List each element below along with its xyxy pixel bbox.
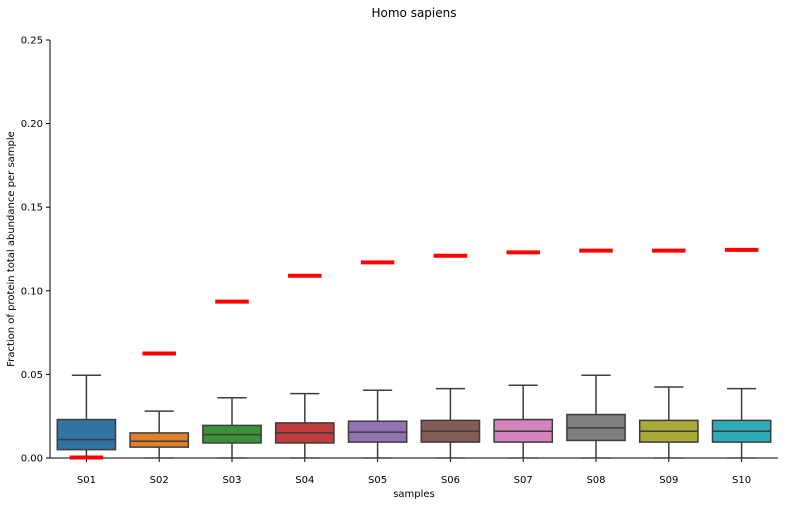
box-s07 (493, 384, 554, 459)
box-body (56, 418, 117, 451)
x-tick-label: S10 (732, 475, 751, 486)
x-ticks: S01 S02 S03 S04 S05 S06 S07 S08 S09 S10 (77, 458, 751, 486)
box-s02 (129, 410, 190, 459)
x-axis-title: samples (393, 489, 435, 500)
x-tick-label: S03 (222, 475, 241, 486)
y-tick-label: 0.00 (21, 454, 43, 465)
y-axis-title: Fraction of protein total abundance per … (6, 131, 17, 367)
x-tick-label: S05 (368, 475, 387, 486)
box-s09 (638, 386, 699, 459)
box-s04 (274, 392, 335, 459)
red-markers (69, 247, 759, 460)
y-tick-label: 0.15 (21, 203, 43, 214)
y-tick-label: 0.10 (21, 286, 43, 297)
y-tick-label: 0.05 (21, 370, 43, 381)
chart-title: Homo sapiens (371, 6, 456, 20)
box-s05 (347, 389, 408, 459)
x-tick-label: S01 (77, 475, 96, 486)
x-tick-label: S06 (441, 475, 460, 486)
y-tick-label: 0.25 (21, 36, 43, 47)
x-tick-label: S07 (514, 475, 533, 486)
box-s08 (566, 374, 626, 459)
box-s06 (420, 387, 481, 459)
box-s01 (56, 374, 117, 459)
y-tick-label: 0.20 (21, 119, 43, 130)
y-ticks: 0.00 0.05 0.10 0.15 0.20 0.25 (21, 36, 50, 465)
x-tick-label: S04 (295, 475, 314, 486)
x-tick-label: S02 (150, 475, 169, 486)
box-s03 (202, 397, 262, 459)
boxes (56, 374, 772, 459)
box-s10 (711, 387, 772, 459)
x-tick-label: S09 (659, 475, 678, 486)
box-body (129, 432, 190, 448)
x-tick-label: S08 (586, 475, 605, 486)
